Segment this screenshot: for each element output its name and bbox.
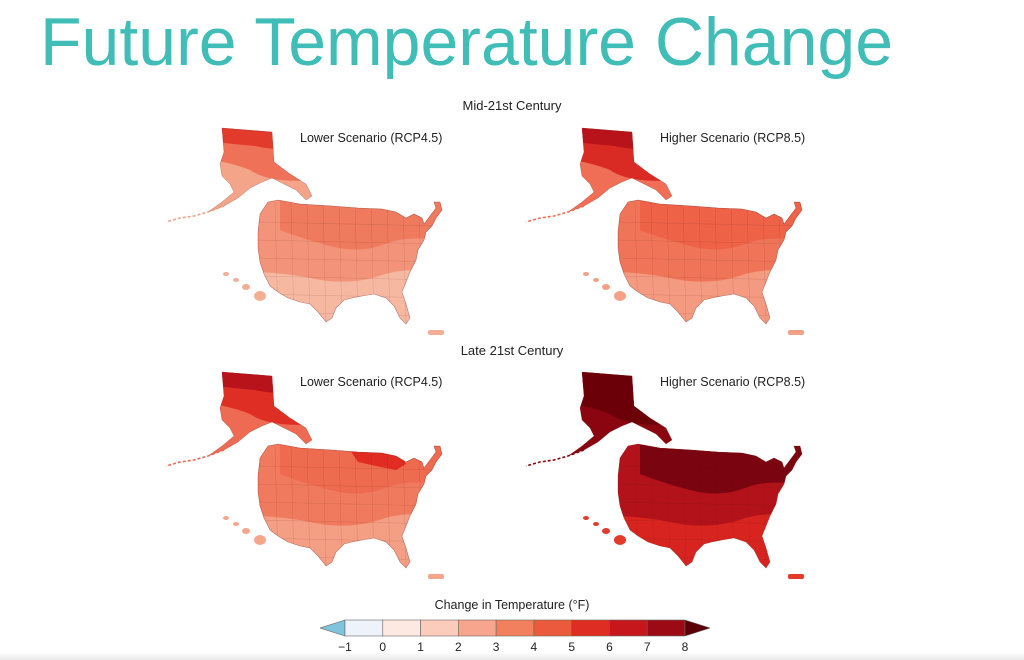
alaska-outline: [207, 371, 313, 457]
alaska-outline: [567, 371, 673, 457]
section-label-mid-century: Mid-21st Century: [462, 98, 562, 113]
legend-tick-labels: −1 0 1 2 3 4 5 6 7 8: [320, 640, 710, 656]
conus-outline: [257, 443, 443, 569]
aleutian-islands: [525, 449, 585, 467]
aleutian-islands: [525, 205, 585, 223]
legend-tick-label: 0: [379, 640, 387, 654]
hawaii-islands: [223, 272, 266, 301]
conus-outline: [257, 199, 443, 325]
puerto-rico: [428, 574, 444, 579]
alaska-outline: [567, 127, 673, 213]
conus-region: [258, 444, 442, 568]
legend-bin: [609, 619, 648, 637]
legend-high-arrow: [684, 619, 710, 637]
map-late-lower: [165, 371, 444, 579]
alaska-outline: [207, 127, 313, 213]
hawaii-islands: [223, 516, 266, 545]
legend-tick-label: 3: [492, 640, 500, 654]
bottom-edge-shade: [0, 652, 1024, 660]
map-mid-higher: [525, 127, 804, 335]
legend-tick-label: 1: [417, 640, 424, 654]
map-panel-late-lower: Lower Scenario (RCP4.5): [160, 366, 460, 596]
map-panel-mid-lower: Lower Scenario (RCP4.5): [160, 122, 460, 352]
scenario-label: Lower Scenario (RCP4.5): [300, 131, 443, 145]
aleutian-islands: [165, 205, 225, 223]
scenario-label: Higher Scenario (RCP8.5): [660, 375, 806, 389]
legend-tick-label: 2: [454, 640, 462, 654]
legend-tick-label: −1: [338, 640, 352, 654]
conus-region: [258, 200, 442, 324]
conus-region: [618, 444, 802, 568]
conus-outline: [617, 199, 803, 325]
scenario-label: Lower Scenario (RCP4.5): [300, 375, 443, 389]
legend-tick-label: 8: [681, 640, 689, 654]
legend-bin: [382, 619, 421, 637]
puerto-rico: [788, 574, 804, 579]
legend-bin: [458, 619, 497, 637]
legend-tick-label: 5: [568, 640, 575, 654]
conus-region: [618, 200, 802, 324]
legend-tick-label: 6: [606, 640, 613, 654]
hawaii-islands: [583, 516, 626, 545]
legend-tick-label: 4: [530, 640, 538, 654]
legend-bin: [344, 619, 384, 637]
puerto-rico: [428, 330, 444, 335]
aleutian-islands: [165, 449, 225, 467]
conus-outline: [617, 443, 803, 569]
map-mid-lower: [165, 127, 444, 335]
map-panel-mid-higher: Higher Scenario (RCP8.5): [520, 122, 820, 352]
map-late-higher: [525, 371, 804, 579]
legend-tick-label: 7: [643, 640, 651, 654]
section-label-late-century: Late 21st Century: [460, 343, 564, 358]
legend-color-bar: [320, 619, 710, 637]
scenario-label: Higher Scenario (RCP8.5): [660, 131, 806, 145]
puerto-rico: [788, 330, 804, 335]
hawaii-islands: [583, 272, 626, 301]
page-title: Future Temperature Change: [40, 4, 894, 80]
legend-bin: [646, 619, 686, 637]
legend-bin: [571, 619, 610, 637]
legend-title: Change in Temperature (°F): [434, 598, 590, 612]
legend-bin: [533, 619, 572, 637]
legend-bin: [495, 619, 535, 637]
legend-low-arrow: [320, 619, 346, 637]
map-panel-late-higher: Higher Scenario (RCP8.5): [520, 366, 820, 596]
legend-bin: [420, 619, 459, 637]
